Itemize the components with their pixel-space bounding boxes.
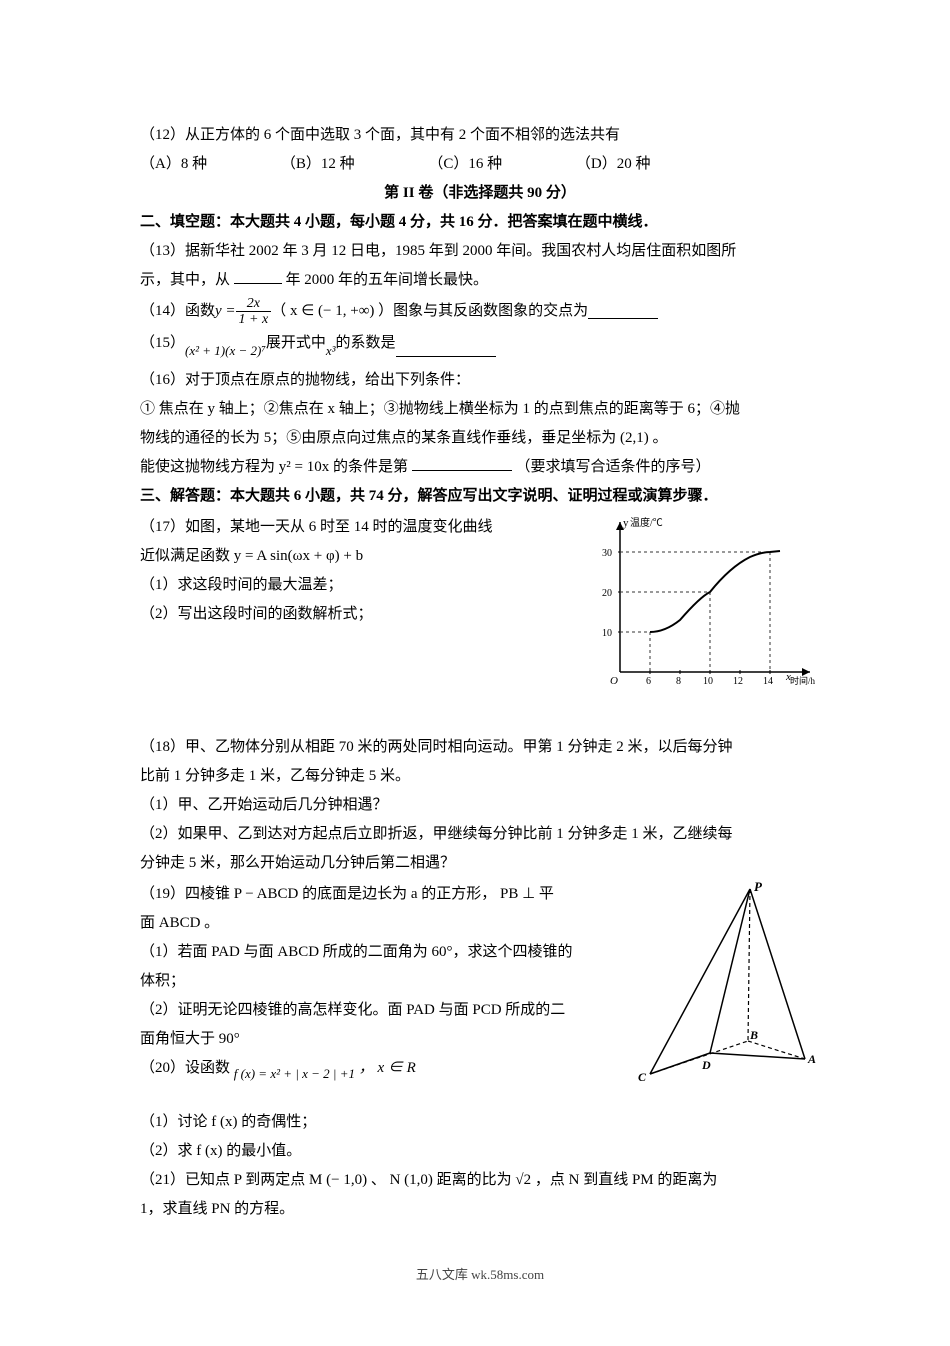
q14-yeq: y =	[215, 298, 236, 325]
q17-d: （2）写出这段时间的函数解析式；	[140, 601, 570, 628]
q12-stem: （12）从正方体的 6 个面中选取 3 个面，其中有 2 个面不相邻的选法共有	[140, 122, 820, 149]
q19-f: 面角恒大于 90°	[140, 1026, 620, 1053]
q20-d: （2）求 f (x) 的最小值。	[140, 1138, 820, 1165]
q13-b: 示，其中，从	[140, 272, 230, 288]
q15: （15） (x² + 1)(x − 2)⁷ 展开式中 x³ 的系数是	[140, 330, 820, 357]
section3-title: 三、解答题：本大题共 6 小题，共 74 分，解答应写出文字说明、证明过程或演算…	[140, 483, 820, 510]
svg-text:6: 6	[646, 676, 651, 687]
q16-a: （16）对于顶点在原点的抛物线，给出下列条件：	[140, 367, 820, 394]
q17-text: （17）如图，某地一天从 6 时至 14 时的温度变化曲线 近似满足函数 y =…	[140, 512, 570, 630]
q15-blank	[396, 342, 496, 357]
q17-chart-svg: y 温度/℃ 10 20 30 O 6 8 10 12 14 x 时间/h	[590, 512, 820, 692]
svg-text:12: 12	[733, 676, 743, 687]
svg-text:14: 14	[763, 676, 773, 687]
q16-b: ① 焦点在 y 轴上；②焦点在 x 轴上；③抛物线上横坐标为 1 的点到焦点的距…	[140, 396, 820, 423]
q19-d: 体积；	[140, 968, 620, 995]
q15-tail: 的系数是	[336, 330, 396, 357]
section2-title: 二、填空题：本大题共 4 小题，每小题 4 分，共 16 分．把答案填在题中横线…	[140, 209, 820, 236]
q14-a: （14）函数	[140, 298, 215, 325]
q12-choice-b: （B）12 种	[281, 151, 355, 178]
q17-row: （17）如图，某地一天从 6 时至 14 时的温度变化曲线 近似满足函数 y =…	[140, 512, 820, 702]
svg-text:30: 30	[602, 548, 612, 559]
q19-text: （19）四棱锥 P − ABCD 的底面是边长为 a 的正方形， PB ⊥ 平 …	[140, 879, 620, 1084]
part2-title: 第 II 卷（非选择题共 90 分）	[140, 180, 820, 207]
q19-e: （2）证明无论四棱锥的高怎样变化。面 PAD 与面 PCD 所成的二	[140, 997, 620, 1024]
svg-text:8: 8	[676, 676, 681, 687]
page-footer: 五八文库 wk.58ms.com	[140, 1263, 820, 1286]
q19-figure-svg: P A B C D	[630, 879, 820, 1089]
q18-c: （1）甲、乙开始运动后几分钟相遇？	[140, 792, 820, 819]
q21-b: 1，求直线 PN 的方程。	[140, 1196, 820, 1223]
q12-choice-a: （A）8 种	[140, 151, 207, 178]
q19-row: （19）四棱锥 P − ABCD 的底面是边长为 a 的正方形， PB ⊥ 平 …	[140, 879, 820, 1099]
q14-blank	[588, 305, 658, 320]
q20-head: （20）设函数 f (x) = x² + | x − 2 | +1 ， x ∈ …	[140, 1055, 620, 1082]
q17-c: （1）求这段时间的最大温差；	[140, 572, 570, 599]
q15-mid: 展开式中	[266, 330, 326, 357]
q20-a: （20）设函数	[140, 1060, 230, 1076]
svg-text:C: C	[638, 1070, 647, 1084]
q21-a: （21）已知点 P 到两定点 M (− 1,0) 、 N (1,0) 距离的比为…	[140, 1167, 820, 1194]
q20-expr: f (x) = x² + | x − 2 | +1	[234, 1066, 355, 1081]
q17-b: 近似满足函数 y = A sin(ωx + φ) + b	[140, 543, 570, 570]
q15-expr: (x² + 1)(x − 2)⁷	[185, 339, 266, 362]
svg-text:P: P	[754, 879, 763, 894]
q12-choice-d: （D）20 种	[576, 151, 651, 178]
q16-d-pre: 能使这抛物线方程为 y² = 10x 的条件是第	[140, 459, 408, 475]
q13-blank	[234, 270, 282, 285]
q12-choices: （A）8 种 （B）12 种 （C）16 种 （D）20 种	[140, 151, 820, 178]
q14-frac: 2x 1 + x	[236, 296, 272, 328]
q14-frac-bot: 1 + x	[236, 312, 272, 327]
q19-figure: P A B C D	[630, 879, 820, 1099]
q15-label: （15）	[140, 330, 185, 357]
svg-text:y: y	[623, 517, 629, 529]
q14-frac-top: 2x	[236, 296, 272, 312]
q18-e: 分钟走 5 米，那么开始运动几分钟后第二相遇？	[140, 850, 820, 877]
q20-cond: ， x ∈ R	[359, 1060, 416, 1076]
q12-choice-c: （C）16 种	[428, 151, 502, 178]
q16-d: 能使这抛物线方程为 y² = 10x 的条件是第 （要求填写合适条件的序号）	[140, 454, 820, 481]
q18-b: 比前 1 分钟多走 1 米，乙每分钟走 5 米。	[140, 763, 820, 790]
svg-text:A: A	[807, 1052, 816, 1066]
svg-text:温度/℃: 温度/℃	[630, 516, 663, 529]
q19-a: （19）四棱锥 P − ABCD 的底面是边长为 a 的正方形， PB ⊥ 平	[140, 881, 620, 908]
svg-text:20: 20	[602, 588, 612, 599]
svg-text:D: D	[701, 1058, 711, 1072]
q15-x3: x³	[326, 339, 336, 362]
q13-line2: 示，其中，从 年 2000 年的五年间增长最快。	[140, 267, 820, 294]
q16-d-post: （要求填写合适条件的序号）	[515, 459, 710, 475]
q19-c: （1）若面 PAD 与面 ABCD 所成的二面角为 60°，求这个四棱锥的	[140, 939, 620, 966]
q16-c: 物线的通径的长为 5；⑤由原点向过焦点的某条直线作垂线，垂足坐标为 (2,1) …	[140, 425, 820, 452]
q20-c: （1）讨论 f (x) 的奇偶性；	[140, 1109, 820, 1136]
svg-text:时间/h: 时间/h	[790, 675, 816, 686]
q17-a: （17）如图，某地一天从 6 时至 14 时的温度变化曲线	[140, 514, 570, 541]
q13-c: 年 2000 年的五年间增长最快。	[286, 272, 489, 288]
q14-cond: （ x ∈ (− 1, +∞) ）图象与其反函数图象的交点为	[271, 298, 588, 325]
q14: （14）函数 y = 2x 1 + x （ x ∈ (− 1, +∞) ）图象与…	[140, 296, 820, 328]
q17-chart: y 温度/℃ 10 20 30 O 6 8 10 12 14 x 时间/h	[590, 512, 820, 702]
svg-text:10: 10	[703, 676, 713, 687]
svg-text:B: B	[749, 1028, 758, 1042]
svg-text:10: 10	[602, 628, 612, 639]
q13-line1: （13）据新华社 2002 年 3 月 12 日电，1985 年到 2000 年…	[140, 238, 820, 265]
svg-text:O: O	[610, 675, 618, 687]
q18-a: （18）甲、乙物体分别从相距 70 米的两处同时相向运动。甲第 1 分钟走 2 …	[140, 734, 820, 761]
q18-d: （2）如果甲、乙到达对方起点后立即折返，甲继续每分钟比前 1 分钟多走 1 米，…	[140, 821, 820, 848]
q19-b: 面 ABCD 。	[140, 910, 620, 937]
q16-blank	[412, 456, 512, 471]
